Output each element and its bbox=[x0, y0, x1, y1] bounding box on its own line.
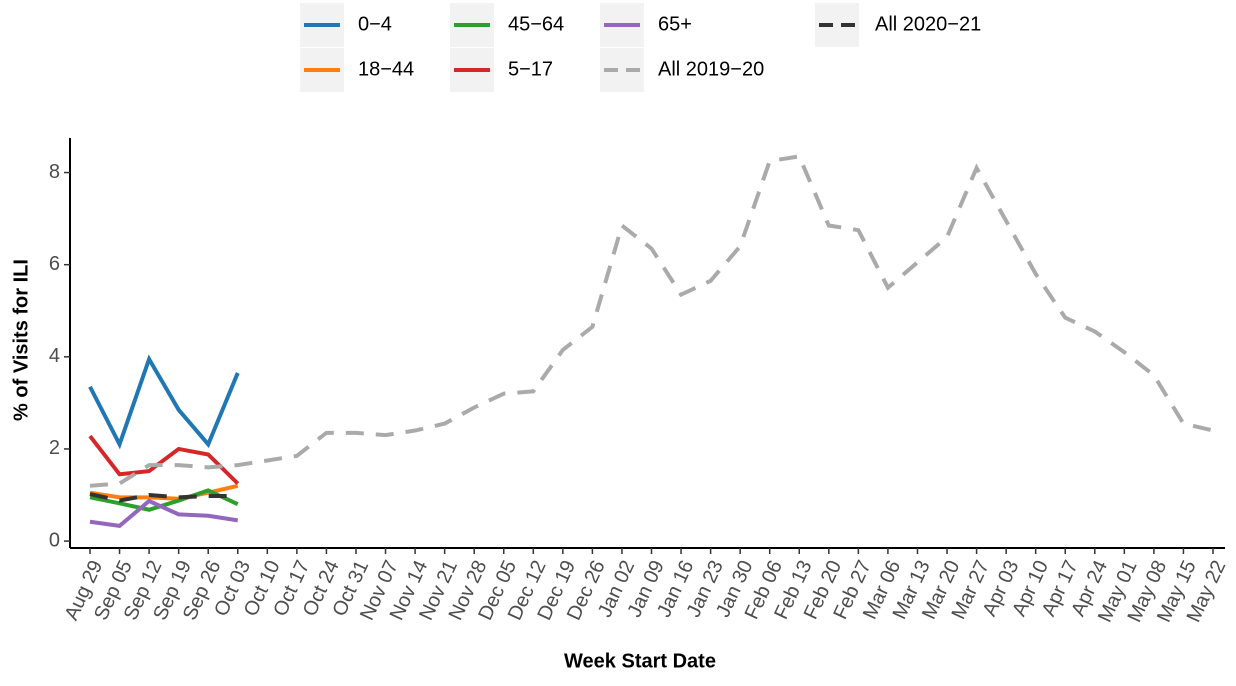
y-axis-label: % of Visits for ILI bbox=[10, 259, 32, 421]
y-tick-label: 6 bbox=[49, 253, 60, 275]
series-line bbox=[89, 154, 1214, 488]
y-tick-label: 2 bbox=[49, 437, 60, 459]
legend-label: 5−17 bbox=[508, 58, 553, 80]
legend-label: All 2019−20 bbox=[658, 58, 764, 80]
series-line bbox=[89, 492, 238, 503]
y-tick-label: 0 bbox=[49, 529, 60, 551]
series-line bbox=[89, 498, 239, 528]
y-tick-label: 4 bbox=[49, 345, 60, 367]
y-tick-label: 8 bbox=[49, 161, 60, 183]
series-line bbox=[88, 434, 240, 485]
legend-label: 45−64 bbox=[508, 13, 564, 35]
legend-label: All 2020−21 bbox=[875, 13, 981, 35]
legend-label: 18−44 bbox=[358, 58, 414, 80]
series-line bbox=[89, 488, 239, 512]
legend-label: 65+ bbox=[658, 13, 692, 35]
legend-label: 0−4 bbox=[358, 13, 392, 35]
series-line bbox=[88, 354, 240, 450]
x-axis-label: Week Start Date bbox=[564, 650, 716, 672]
